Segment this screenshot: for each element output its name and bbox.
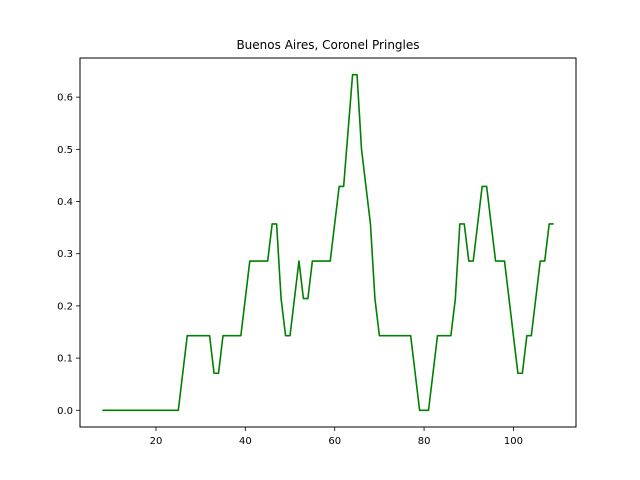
plot-frame xyxy=(79,57,577,428)
series-layer xyxy=(102,73,554,412)
x-tick-label: 100 xyxy=(504,436,523,447)
y-tick-label: 0.5 xyxy=(57,145,73,156)
plot-area xyxy=(80,58,576,427)
y-axis: 0.0 0.1 0.2 0.3 0.4 0.5 0.6 xyxy=(57,93,80,417)
y-tick-label: 0.2 xyxy=(57,301,73,312)
y-tick-label: 0.1 xyxy=(57,354,73,365)
x-tick-label: 40 xyxy=(239,436,252,447)
chart-title: Buenos Aires, Coronel Pringles xyxy=(236,38,419,52)
y-tick-label: 0.3 xyxy=(57,249,73,260)
series-line-0 xyxy=(102,73,554,412)
x-tick-label: 20 xyxy=(150,436,163,447)
y-tick-label: 0.6 xyxy=(57,93,73,104)
x-tick-label: 60 xyxy=(328,436,341,447)
x-tick-label: 80 xyxy=(418,436,431,447)
y-tick-label: 0.4 xyxy=(57,197,73,208)
x-axis: 20 40 60 80 100 xyxy=(150,427,523,447)
y-tick-label: 0.0 xyxy=(57,406,73,417)
